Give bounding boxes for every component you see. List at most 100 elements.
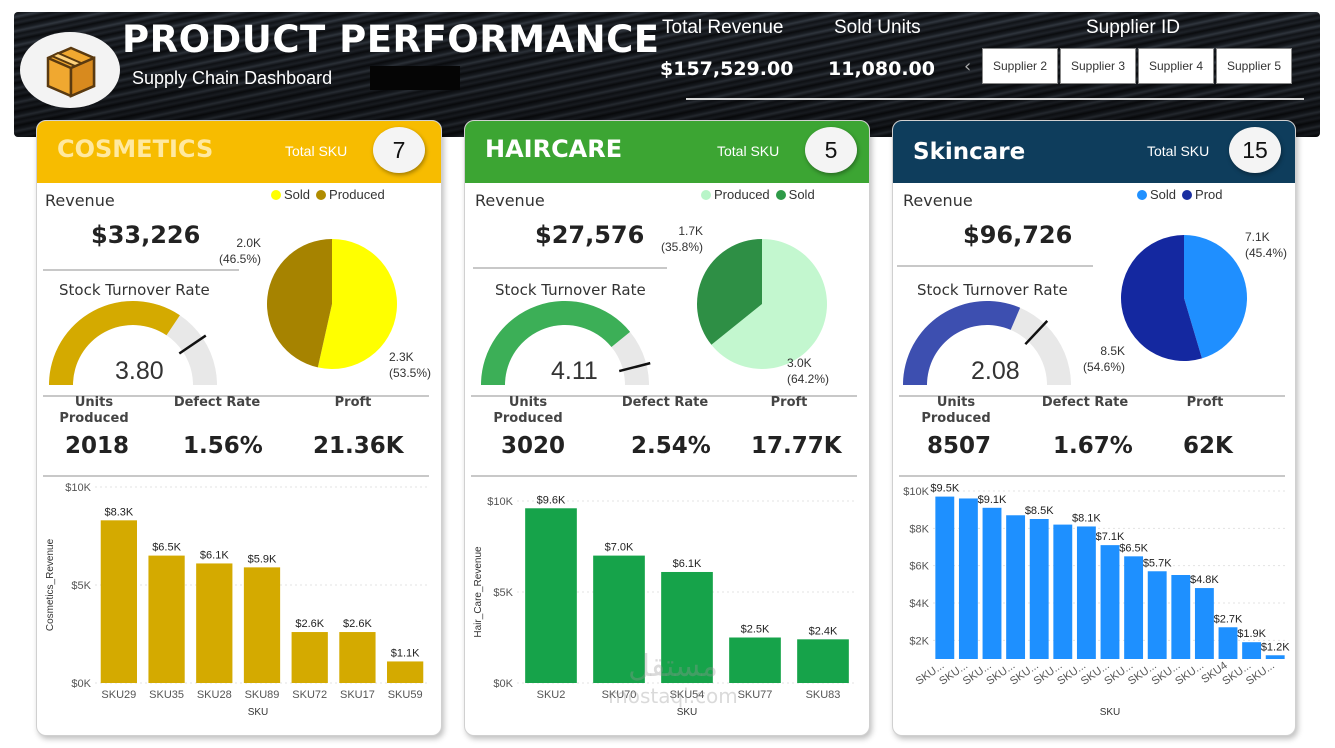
- x-tick-label: SKU59: [388, 689, 423, 701]
- category-name: COSMETICS: [57, 135, 214, 163]
- legend-dot: [316, 190, 327, 200]
- x-tick-label: SKU17: [340, 689, 375, 701]
- y-tick-label: $10K: [487, 496, 513, 508]
- bar-value-label: $7.0K: [605, 542, 634, 554]
- bar[interactable]: [387, 661, 424, 683]
- sold-vs-produced-pie: [697, 239, 827, 369]
- profit-value: 21.36K: [313, 433, 404, 459]
- bar-value-label: $1.9K: [1237, 628, 1266, 640]
- turnover-gauge: [49, 301, 217, 385]
- y-tick-label: $5K: [493, 587, 513, 599]
- gauge-target-marker: [178, 334, 207, 355]
- legend-dot: [1182, 190, 1193, 200]
- bar[interactable]: [982, 507, 1002, 659]
- supplier-3-button[interactable]: Supplier 3: [1060, 48, 1136, 84]
- pie-slice-second[interactable]: [267, 239, 332, 368]
- x-tick-label: SKU35: [149, 689, 184, 701]
- bar[interactable]: [1100, 545, 1120, 659]
- x-tick-label: SKU70: [602, 689, 637, 701]
- sold-units-label: Sold Units: [834, 17, 921, 38]
- chevron-left-icon[interactable]: ‹: [964, 56, 972, 77]
- bar[interactable]: [1265, 655, 1285, 659]
- defect-rate-label: Defect Rate: [621, 395, 709, 410]
- bar-value-label: $6.1K: [673, 558, 702, 570]
- legend-item[interactable]: Produced: [701, 187, 770, 202]
- bar[interactable]: [1147, 571, 1167, 659]
- pie-label-produced: 8.5K (54.6%): [1083, 344, 1126, 374]
- profit-value: 62K: [1183, 433, 1233, 459]
- total-revenue-label: Total Revenue: [662, 17, 784, 38]
- pie-slice-second[interactable]: [1121, 235, 1202, 361]
- haircare-card: HAIRCARE Total SKU 5 Revenue $27,576 Sto…: [464, 120, 870, 736]
- bar[interactable]: [1171, 575, 1191, 659]
- pie-legend: Produced Sold: [701, 187, 815, 202]
- total-sku-label: Total SKU: [1147, 143, 1210, 159]
- units-produced-label: Units Produced: [59, 395, 129, 426]
- pie-slice-first[interactable]: [1184, 235, 1247, 359]
- bar[interactable]: [1006, 515, 1026, 659]
- total-sku-badge: 15: [1229, 127, 1281, 173]
- profit-label: Proft: [334, 395, 372, 410]
- skincare-card: Skincare Total SKU 15 Revenue $96,726 St…: [892, 120, 1296, 736]
- divider: [43, 269, 239, 271]
- pie-label-produced: 2.0K (46.5%): [219, 236, 262, 266]
- y-tick-label: $8K: [909, 523, 929, 535]
- bar[interactable]: [958, 498, 978, 659]
- turnover-gauge: [481, 301, 651, 385]
- x-tick-label: SKU28: [197, 689, 232, 701]
- bar[interactable]: [525, 508, 577, 683]
- bar[interactable]: [797, 639, 849, 683]
- turnover-value: 4.11: [551, 357, 598, 385]
- defect-rate-value: 2.54%: [631, 433, 711, 459]
- bar-value-label: $6.5K: [152, 542, 181, 554]
- bar[interactable]: [935, 496, 955, 659]
- category-name: Skincare: [913, 139, 1026, 165]
- bar[interactable]: [100, 520, 137, 683]
- revenue-value: $27,576: [535, 221, 645, 249]
- pie-slice-first[interactable]: [317, 239, 397, 369]
- revenue-by-sku-chart: $0K $5K $10K $9.6K SKU2 $7.0K SKU70 $6.1K SKU54 $…: [473, 494, 857, 718]
- turnover-gauge: [903, 301, 1071, 385]
- y-axis-title: Cosmetics_Revenue: [45, 538, 56, 631]
- bar[interactable]: [243, 567, 281, 683]
- legend-item[interactable]: Sold: [271, 187, 310, 202]
- supplier-filter-label: Supplier ID: [1086, 17, 1180, 38]
- legend-item[interactable]: Sold: [775, 187, 815, 202]
- y-tick-label: $10K: [903, 486, 929, 498]
- y-tick-label: $2K: [909, 635, 929, 647]
- divider: [897, 265, 1093, 267]
- bar[interactable]: [196, 563, 233, 683]
- bar[interactable]: [339, 632, 376, 683]
- legend-dot: [271, 190, 281, 200]
- legend-item[interactable]: Sold: [1137, 187, 1176, 202]
- supplier-2-button[interactable]: Supplier 2: [982, 48, 1058, 84]
- legend-item[interactable]: Produced: [316, 187, 385, 202]
- divider: [471, 395, 857, 397]
- bar[interactable]: [1194, 588, 1214, 659]
- turnover-value: 2.08: [971, 357, 1020, 385]
- bar-value-label: $2.5K: [741, 624, 770, 636]
- legend-dot: [775, 190, 786, 200]
- supplier-5-button[interactable]: Supplier 5: [1216, 48, 1292, 84]
- bar[interactable]: [148, 555, 185, 683]
- bar[interactable]: [1218, 627, 1238, 659]
- profit-label: Proft: [770, 395, 808, 410]
- bar[interactable]: [593, 555, 645, 683]
- sold-units-value: 11,080.00: [828, 58, 935, 80]
- pie-slice-first[interactable]: [711, 239, 827, 369]
- x-tick-label: SKU72: [292, 689, 327, 701]
- bar[interactable]: [1076, 526, 1096, 659]
- bar[interactable]: [1029, 519, 1049, 659]
- pie-slice-second[interactable]: [697, 239, 762, 345]
- bar[interactable]: [1124, 556, 1144, 659]
- supplier-4-button[interactable]: Supplier 4: [1138, 48, 1214, 84]
- total-sku-label: Total SKU: [717, 143, 780, 159]
- bar[interactable]: [291, 632, 328, 683]
- bar[interactable]: [1242, 642, 1262, 659]
- bar[interactable]: [1053, 524, 1073, 659]
- bar[interactable]: [729, 637, 781, 684]
- legend-item[interactable]: Prod: [1182, 187, 1223, 202]
- divider: [471, 475, 857, 477]
- bar[interactable]: [661, 571, 713, 683]
